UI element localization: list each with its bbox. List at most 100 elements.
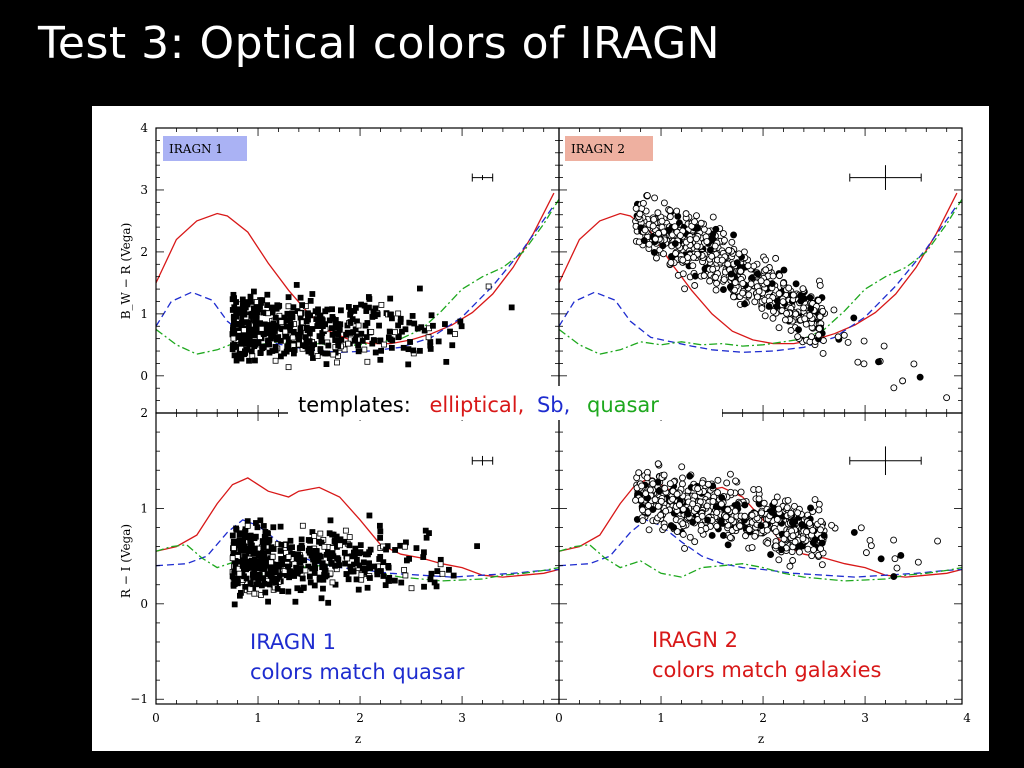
data-point — [391, 577, 398, 584]
data-point — [780, 535, 788, 543]
data-point — [880, 342, 888, 350]
data-point — [242, 304, 249, 311]
data-point — [377, 338, 384, 345]
data-point — [255, 306, 262, 313]
data-point — [803, 528, 810, 536]
data-point — [679, 270, 687, 278]
data-point — [689, 518, 697, 526]
data-point — [329, 550, 336, 557]
data-point — [252, 550, 259, 557]
data-point — [639, 517, 647, 525]
data-point — [731, 279, 739, 287]
data-point — [421, 583, 427, 590]
data-point — [730, 231, 738, 239]
data-point — [387, 295, 394, 302]
scatter-group — [632, 192, 951, 402]
data-point — [662, 507, 670, 515]
data-point — [352, 551, 358, 558]
data-point — [320, 585, 326, 592]
iragn1-conclusion-title: IRAGN 1 — [250, 630, 336, 654]
data-point — [787, 509, 795, 517]
data-point — [704, 516, 712, 524]
data-point — [693, 242, 701, 250]
data-point — [775, 556, 783, 564]
data-point — [755, 287, 763, 295]
data-point — [316, 314, 323, 321]
data-point — [857, 524, 865, 532]
data-point — [273, 336, 280, 343]
data-point — [801, 315, 809, 323]
data-point — [651, 496, 659, 504]
data-point — [686, 236, 694, 243]
data-point — [245, 559, 251, 565]
data-point — [694, 224, 702, 232]
data-point — [635, 469, 643, 477]
data-point — [804, 545, 812, 553]
data-point — [818, 561, 826, 569]
data-point — [890, 536, 898, 544]
template-curve-sb — [559, 519, 962, 578]
y-tick-label: 2 — [140, 245, 148, 259]
data-point — [786, 562, 794, 570]
data-point — [268, 544, 275, 551]
data-point — [361, 346, 368, 353]
data-point — [943, 394, 951, 402]
data-point — [485, 283, 492, 290]
data-point — [891, 555, 899, 563]
data-point — [811, 536, 819, 544]
data-point — [385, 562, 392, 569]
data-point — [351, 337, 358, 344]
data-point — [317, 553, 324, 560]
data-point — [708, 252, 716, 260]
data-point — [691, 538, 699, 546]
data-point — [411, 320, 418, 327]
data-point — [285, 364, 292, 371]
data-point — [651, 194, 659, 202]
data-point — [269, 309, 276, 316]
iragn2-conclusion-text: colors match galaxies — [652, 658, 881, 682]
data-point — [717, 517, 725, 525]
right-x-axis-title: z — [758, 732, 764, 746]
data-point — [645, 502, 652, 509]
data-point — [779, 279, 787, 287]
data-point — [890, 384, 898, 392]
data-point — [442, 321, 448, 327]
data-point — [299, 575, 306, 582]
data-point — [259, 558, 266, 564]
data-point — [450, 572, 457, 579]
data-point — [426, 530, 432, 537]
data-point — [338, 307, 344, 314]
data-point — [727, 516, 735, 524]
data-point — [693, 212, 700, 220]
template-curve-sb — [559, 205, 958, 353]
data-point — [654, 502, 662, 510]
data-point — [254, 339, 261, 346]
data-point — [251, 288, 257, 295]
data-point — [297, 294, 304, 301]
data-point — [819, 307, 827, 315]
template-curve-elliptical — [559, 192, 958, 345]
data-point — [289, 334, 296, 341]
axis-labels: 0 1 2 3 4 −1 0 1 2 0 1 2 3 0 1 2 3 4 — [130, 121, 971, 725]
data-point — [277, 548, 284, 554]
data-point — [247, 293, 254, 300]
data-point — [718, 494, 726, 502]
x-tick-label: 2 — [759, 711, 767, 725]
data-point — [317, 530, 324, 537]
data-point — [350, 568, 357, 574]
data-point — [343, 331, 349, 338]
template-curve-quasar — [559, 544, 962, 582]
data-point — [233, 576, 240, 583]
data-point — [360, 559, 367, 566]
data-point — [307, 297, 314, 304]
data-point — [388, 344, 395, 351]
data-point — [775, 324, 783, 332]
templates-caption-bg — [288, 386, 722, 420]
data-point — [854, 358, 862, 366]
data-point — [290, 304, 297, 311]
data-point — [244, 518, 251, 525]
scatter-points — [229, 165, 951, 608]
data-point — [682, 210, 690, 218]
data-point — [806, 294, 814, 302]
data-point — [650, 216, 658, 223]
